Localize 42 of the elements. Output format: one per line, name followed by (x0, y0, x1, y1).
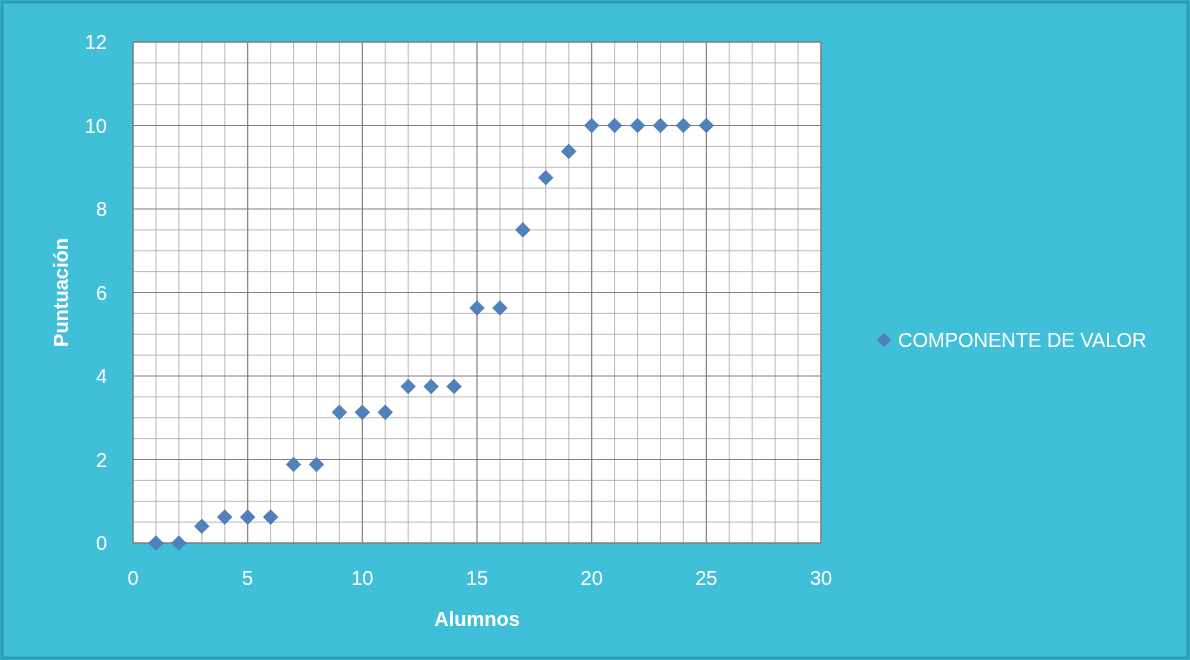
x-axis-title: Alumnos (434, 608, 520, 630)
x-tick-label: 25 (695, 567, 718, 589)
point (606, 117, 623, 134)
x-tick-label: 15 (465, 567, 489, 589)
legend-label: COMPONENTE DE VALOR (898, 329, 1147, 351)
point (675, 117, 692, 134)
point (354, 404, 370, 420)
x-tick-label: 5 (242, 567, 254, 589)
x-tick-label: 0 (127, 567, 139, 589)
point (515, 222, 531, 238)
y-tick-label: 6 (95, 281, 107, 304)
point (171, 535, 187, 551)
point (698, 117, 714, 134)
point (148, 535, 164, 551)
y-axis-title: Puntuación (50, 238, 72, 347)
point (446, 378, 462, 395)
y-tick-label: 4 (95, 365, 107, 387)
point (377, 404, 393, 420)
y-tick-label: 0 (95, 532, 107, 554)
point (629, 117, 646, 134)
point (492, 300, 508, 316)
point (652, 117, 669, 134)
point (240, 509, 256, 525)
point (194, 518, 210, 534)
point (262, 509, 279, 525)
x-tick-label: 20 (580, 567, 603, 589)
y-tick-label: 10 (84, 114, 107, 137)
y-tick-label: 8 (95, 198, 107, 220)
x-tick-label: 30 (809, 567, 833, 589)
point (331, 404, 348, 420)
point (308, 456, 325, 473)
y-tick-label: 12 (84, 31, 107, 53)
point (584, 117, 600, 134)
point (469, 300, 485, 316)
point (561, 143, 577, 159)
x-tick-label: 10 (351, 567, 374, 589)
point (538, 170, 554, 186)
y-tick-label: 2 (95, 448, 107, 471)
point (423, 378, 439, 395)
point (285, 456, 302, 473)
point (217, 509, 233, 525)
point (400, 378, 416, 395)
